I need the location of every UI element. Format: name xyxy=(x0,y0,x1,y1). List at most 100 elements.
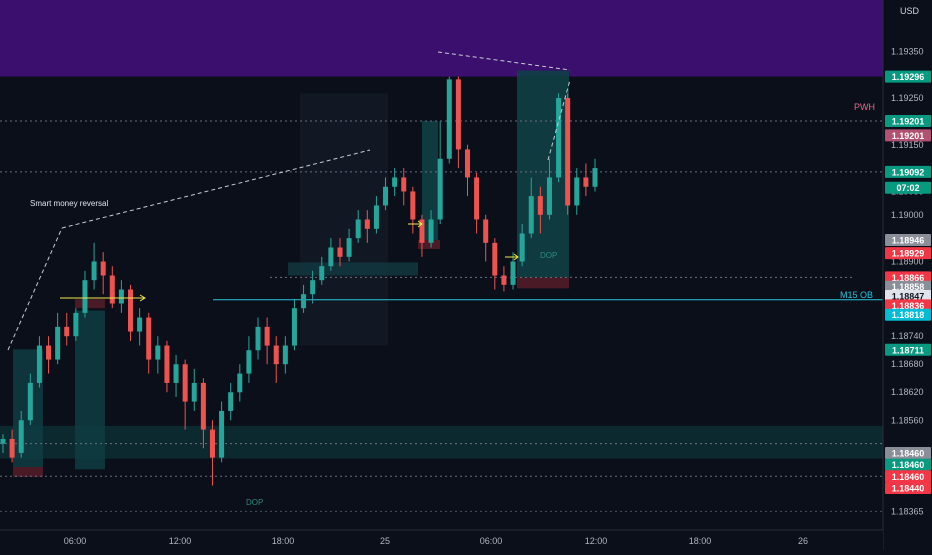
price-tag-14 xyxy=(885,458,931,471)
price-tag-6 xyxy=(885,247,931,260)
candle-33 xyxy=(301,284,307,313)
price-tag-label-1: 1.19201 xyxy=(892,116,925,126)
candle-body xyxy=(246,350,252,374)
candle-body xyxy=(200,382,206,430)
candle-49 xyxy=(446,76,452,164)
price-tag-label-11: 1.18818 xyxy=(892,310,925,320)
candle-24 xyxy=(219,401,225,463)
candle-42 xyxy=(383,177,389,211)
candle-11 xyxy=(100,252,106,295)
price-tag-label-8: 1.18858 xyxy=(892,282,925,292)
x-tick-label-2: 18:00 xyxy=(272,536,295,546)
yellow-arrow-2-head xyxy=(417,220,423,228)
candle-30 xyxy=(273,336,279,383)
candle-57 xyxy=(519,224,525,267)
candle-28 xyxy=(255,317,261,360)
price-tag-label-7: 1.18866 xyxy=(892,273,925,283)
candle-39 xyxy=(355,210,361,243)
candle-10 xyxy=(91,242,97,290)
candle-48 xyxy=(437,121,443,225)
candle-17 xyxy=(155,336,161,374)
candle-body xyxy=(546,177,552,215)
candle-body xyxy=(455,79,461,150)
candle-body xyxy=(73,312,79,337)
m15-ob-label: M15 OB xyxy=(840,290,873,300)
y-tick-label-0: 1.19350 xyxy=(891,46,924,56)
candle-body xyxy=(301,294,307,309)
price-tag-13 xyxy=(885,446,931,459)
candle-44 xyxy=(401,168,407,206)
candle-body xyxy=(401,177,407,192)
price-tag-1 xyxy=(885,114,931,127)
yellow-arrow-1-head xyxy=(139,294,146,302)
candle-body xyxy=(464,149,470,178)
candle-16 xyxy=(146,312,152,374)
candle-body xyxy=(228,392,234,411)
candle-body xyxy=(556,98,562,178)
candle-body xyxy=(583,177,589,187)
candle-63 xyxy=(574,168,580,215)
price-tag-label-5: 1.18946 xyxy=(892,236,925,246)
price-tag-label-0: 1.19296 xyxy=(892,72,925,82)
x-tick-label-6: 18:00 xyxy=(689,536,712,546)
x-tick-label-0: 06:00 xyxy=(64,536,87,546)
price-tag-15 xyxy=(885,470,931,483)
candle-56 xyxy=(510,252,516,290)
x-tick-label-4: 06:00 xyxy=(480,536,503,546)
bullish-box-4 xyxy=(517,70,569,278)
price-tag-4 xyxy=(885,181,931,194)
candle-body xyxy=(128,289,134,332)
candle-21 xyxy=(191,368,197,411)
candle-19 xyxy=(173,354,179,397)
consolidation-band xyxy=(288,262,418,276)
price-tag-8 xyxy=(885,280,931,293)
premium-zone xyxy=(0,0,883,77)
price-tag-label-3: 1.19092 xyxy=(892,167,925,177)
candle-body xyxy=(346,238,352,257)
candle-body xyxy=(82,280,88,313)
candle-2 xyxy=(18,410,24,458)
price-tag-0 xyxy=(885,70,931,83)
smart-money-label: Smart money reversal xyxy=(30,199,108,208)
demand-band xyxy=(0,425,883,459)
structure-line-2 xyxy=(437,51,571,71)
candle-41 xyxy=(373,196,379,234)
candle-36 xyxy=(328,238,334,271)
y-tick-label-1: 1.19250 xyxy=(891,93,924,103)
candle-body xyxy=(437,158,443,220)
candle-12 xyxy=(109,266,115,309)
zones-layer xyxy=(0,0,883,477)
candle-23 xyxy=(209,420,215,486)
candle-60 xyxy=(546,158,552,220)
x-tick-label-7: 26 xyxy=(798,536,808,546)
price-tag-5 xyxy=(885,234,931,247)
candle-53 xyxy=(483,214,489,262)
candle-body xyxy=(319,266,325,281)
candle-body xyxy=(474,177,480,220)
candle-27 xyxy=(246,336,252,383)
range-box xyxy=(300,93,388,346)
candle-body xyxy=(137,317,143,332)
y-tick-label-11: 1.18365 xyxy=(891,506,924,516)
candle-body xyxy=(219,410,225,458)
candle-body xyxy=(255,326,261,351)
price-tag-label-13: 1.18460 xyxy=(892,448,925,458)
candle-46 xyxy=(419,214,425,257)
candle-body xyxy=(55,326,61,360)
supply-box-3 xyxy=(418,240,440,250)
candle-body xyxy=(392,177,398,187)
candle-body xyxy=(410,191,416,220)
y-tick-label-8: 1.18620 xyxy=(891,387,924,397)
candle-body xyxy=(519,233,525,262)
candle-51 xyxy=(464,144,470,197)
price-tag-7 xyxy=(885,271,931,284)
candle-body xyxy=(592,168,598,187)
candle-body xyxy=(0,438,6,444)
candle-8 xyxy=(73,308,79,341)
time-axis: 06:00 12:00 18:00 25 06:00 12:00 18:00 26 xyxy=(0,529,883,550)
candle-55 xyxy=(501,266,507,292)
candle-body xyxy=(483,219,489,243)
candles-layer xyxy=(0,76,598,486)
candle-37 xyxy=(337,238,343,267)
candle-59 xyxy=(537,186,543,234)
